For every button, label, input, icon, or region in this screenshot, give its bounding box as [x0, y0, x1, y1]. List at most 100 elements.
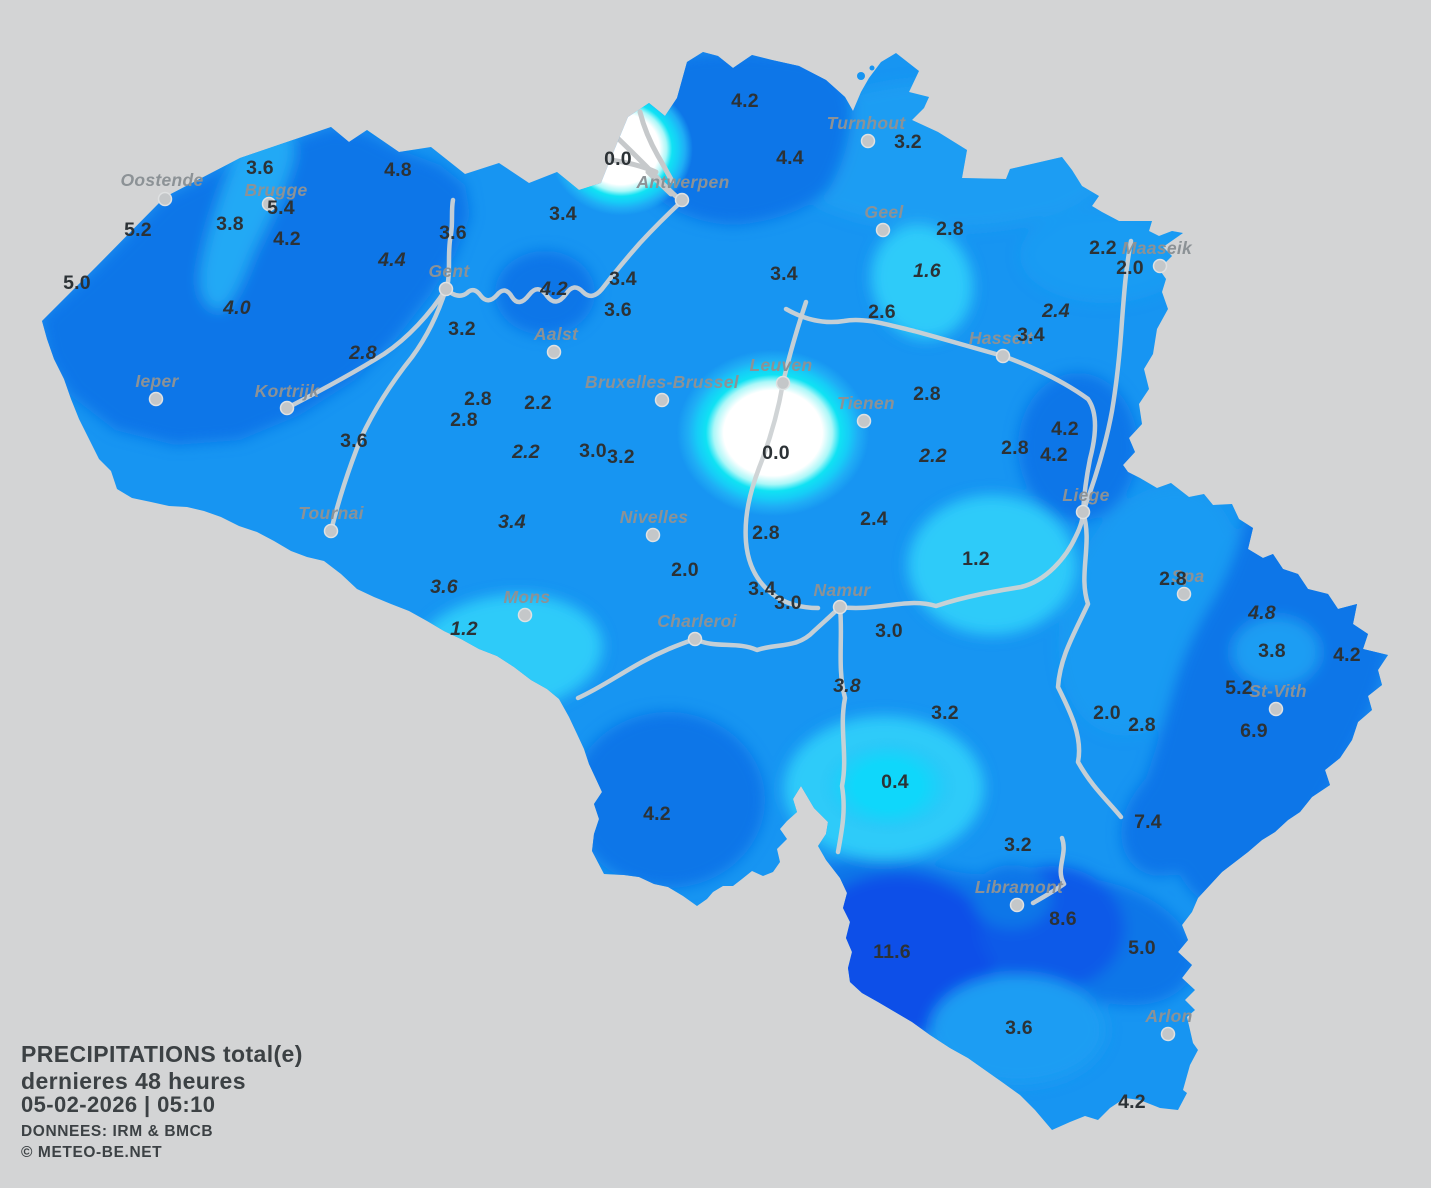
- precip-value-62: 4.2: [643, 803, 671, 825]
- precip-value-42: 2.4: [860, 508, 888, 530]
- city-label-st-vith: St-Vith: [1249, 681, 1307, 701]
- city-dot-charleroi: [687, 631, 703, 647]
- precip-value-59: 6.9: [1240, 720, 1268, 742]
- precip-value-69: 4.2: [1118, 1091, 1146, 1113]
- city-dot-liege: [1075, 504, 1091, 520]
- precip-value-40: 0.0: [762, 442, 790, 464]
- title-block: PRECIPITATIONS total(e) dernieres 48 heu…: [21, 1041, 303, 1161]
- precip-value-33: 3.0: [579, 440, 607, 462]
- city-label-tournai: Tournai: [298, 503, 364, 523]
- river-libramont: [1030, 835, 1067, 906]
- precip-value-25: 2.0: [1116, 257, 1144, 279]
- precip-value-12: 4.2: [731, 90, 759, 112]
- precip-value-10: 3.2: [448, 318, 476, 340]
- city-label-spa: Spa: [1172, 566, 1205, 586]
- canal-albert-east: [1000, 353, 1098, 515]
- city-dot-st-vith: [1268, 701, 1284, 717]
- precip-value-29: 2.2: [524, 392, 552, 414]
- precip-value-6: 4.4: [377, 249, 406, 271]
- precip-region-dark-liege: [1018, 373, 1138, 521]
- precip-value-60: 3.2: [931, 702, 959, 724]
- city-label-gent: Gent: [428, 261, 470, 281]
- precip-value-20: 4.2: [539, 278, 568, 300]
- city-dot-aalst: [546, 344, 562, 360]
- city-dot-spa: [1176, 586, 1192, 602]
- precip-value-28: 2.8: [464, 388, 492, 410]
- map-subtitle: dernieres 48 heures: [21, 1068, 246, 1094]
- city-label-namur: Namur: [814, 580, 872, 600]
- river-meuse-south: [835, 604, 848, 855]
- baarle-enclave-small: [869, 65, 875, 71]
- precip-value-41: 3.4: [498, 511, 526, 533]
- city-label-arlon: Arlon: [1144, 1006, 1192, 1026]
- city-dot-oostende: [157, 191, 173, 207]
- city-label-liege: Liege: [1062, 485, 1109, 505]
- map-title: PRECIPITATIONS total(e): [21, 1041, 303, 1067]
- precip-value-37: 4.2: [1051, 418, 1079, 440]
- precip-value-21: 3.4: [609, 268, 637, 290]
- precip-value-27: 3.4: [1017, 324, 1045, 346]
- city-dot-mons: [517, 607, 533, 623]
- city-label-libramont: Libramont: [975, 877, 1064, 897]
- precip-value-47: 3.4: [748, 578, 776, 600]
- precip-value-36: 2.2: [918, 445, 947, 467]
- city-label-hasselt: Hasselt: [969, 328, 1034, 348]
- precip-value-49: 1.2: [450, 618, 478, 640]
- precip-region-dark-botte: [571, 712, 765, 888]
- precip-value-8: 4.0: [222, 297, 251, 319]
- canal-albert-west: [783, 306, 1006, 359]
- city-dot-gent: [438, 281, 454, 297]
- precip-value-67: 5.0: [1128, 937, 1156, 959]
- precip-value-26: 2.4: [1041, 300, 1070, 322]
- city-label-maaseik: Maaseik: [1122, 238, 1193, 258]
- city-label-turnhout: Turnhout: [827, 113, 907, 133]
- precip-value-31: 3.6: [340, 430, 368, 452]
- precip-value-32: 2.2: [511, 441, 540, 463]
- river-meuse-east: [837, 509, 1086, 611]
- map-copyright: © METEO-BE.NET: [21, 1144, 162, 1161]
- precip-region-min-famenne: [810, 731, 966, 841]
- city-label-bruxelles-brussel: Bruxelles-Brussel: [585, 372, 740, 392]
- precip-value-24: 2.2: [1089, 237, 1117, 259]
- city-label-charleroi: Charleroi: [657, 611, 737, 631]
- city-dot-leuven: [775, 375, 791, 391]
- city-label-leuven: Leuven: [749, 355, 812, 375]
- precip-value-17: 2.8: [936, 218, 964, 240]
- river-schelde: [443, 198, 685, 305]
- precip-value-5: 4.2: [273, 228, 301, 250]
- precip-region-light-stvith: [1232, 617, 1320, 687]
- city-dot-arlon: [1160, 1026, 1176, 1042]
- river-schelde-upper: [328, 286, 449, 534]
- precip-value-51: 4.8: [1247, 602, 1276, 624]
- river-leie: [284, 286, 449, 411]
- city-dot-maaseik: [1152, 258, 1168, 274]
- precip-value-19: 3.4: [770, 263, 798, 285]
- precip-value-57: 2.0: [1093, 702, 1121, 724]
- city-label-brugge: Brugge: [244, 180, 307, 200]
- city-dot-libramont: [1009, 897, 1025, 913]
- city-dot-tienen: [856, 413, 872, 429]
- precip-value-16: 3.4: [549, 203, 577, 225]
- precip-value-0: 3.6: [246, 157, 274, 179]
- city-label-ieper: Ieper: [135, 371, 179, 391]
- precip-value-61: 0.4: [881, 771, 909, 793]
- precip-value-52: 3.8: [1258, 640, 1286, 662]
- city-dot-antwerpen: [674, 192, 690, 208]
- precip-value-11: 2.8: [348, 342, 377, 364]
- precip-value-30: 2.8: [450, 409, 478, 431]
- cities-layer: Oostende Brugge Antwerpen Turnhout Geel Maase…: [120, 113, 1307, 1042]
- city-label-oostende: Oostende: [120, 170, 203, 190]
- precip-value-63: 3.2: [1004, 834, 1032, 856]
- precip-value-9: 3.6: [439, 222, 467, 244]
- precip-value-53: 4.2: [1333, 644, 1361, 666]
- city-dot-tournai: [323, 523, 339, 539]
- precip-value-68: 3.6: [1005, 1017, 1033, 1039]
- city-label-kortrijk: Kortrijk: [255, 381, 321, 401]
- city-label-tienen: Tienen: [837, 393, 895, 413]
- city-label-antwerpen: Antwerpen: [635, 172, 729, 192]
- precip-region-cyan-geel: [871, 224, 973, 340]
- precip-value-46: 3.6: [430, 576, 458, 598]
- city-dot-kortrijk: [279, 400, 295, 416]
- city-dot-namur: [832, 599, 848, 615]
